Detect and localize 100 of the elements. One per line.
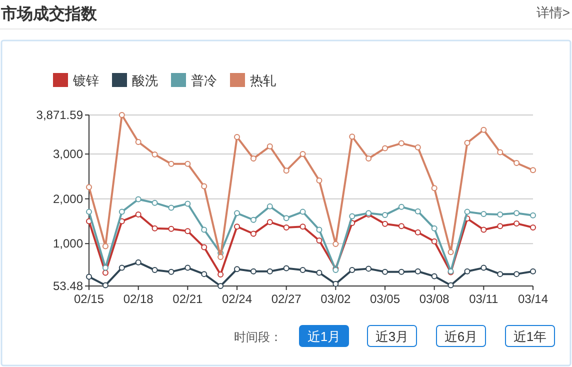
point — [497, 211, 504, 218]
x-tick-label: 02/18 — [123, 292, 154, 306]
point — [283, 265, 290, 272]
point — [218, 254, 224, 260]
point — [266, 143, 273, 150]
point — [530, 268, 536, 274]
point — [514, 160, 520, 166]
point — [86, 184, 92, 190]
point — [102, 270, 108, 276]
text: 时间段： — [234, 330, 282, 344]
point — [250, 216, 256, 223]
point — [530, 212, 536, 218]
point — [480, 264, 487, 271]
point — [464, 268, 470, 274]
title: 市场成交指数 — [1, 6, 97, 23]
point — [184, 200, 191, 207]
point — [431, 238, 438, 244]
point — [152, 225, 158, 232]
point — [234, 210, 240, 216]
point — [218, 272, 224, 278]
point — [480, 211, 487, 218]
point — [102, 243, 108, 250]
point — [283, 168, 290, 174]
x-tick-label: 03/05 — [370, 292, 400, 306]
point — [514, 210, 520, 216]
point — [118, 112, 125, 118]
point — [102, 282, 108, 288]
point — [283, 224, 290, 230]
point — [283, 215, 290, 222]
point — [201, 226, 208, 233]
point — [135, 259, 142, 266]
text: 详情> — [536, 5, 570, 20]
point — [497, 271, 504, 278]
y-tick-label: 2,000 — [52, 192, 84, 206]
point — [497, 223, 504, 230]
point — [152, 200, 158, 206]
point — [135, 196, 142, 202]
point — [184, 228, 191, 234]
point — [414, 208, 421, 214]
point — [349, 267, 356, 274]
point — [366, 266, 372, 272]
point — [382, 212, 388, 218]
point — [300, 208, 306, 215]
point — [168, 226, 174, 232]
point — [234, 266, 240, 272]
point — [464, 140, 470, 146]
point — [514, 271, 520, 278]
point — [201, 271, 208, 278]
point — [530, 224, 536, 230]
point — [300, 267, 306, 274]
point — [316, 270, 322, 276]
point — [398, 268, 404, 275]
point — [497, 149, 504, 156]
point — [266, 203, 273, 210]
x-tick-label: 03/08 — [419, 292, 450, 306]
text: 近6月 — [444, 329, 478, 344]
legend-label: 酸洗 — [132, 73, 158, 88]
point — [152, 267, 158, 274]
x-tick-label: 03/02 — [320, 292, 352, 306]
legend-label: 热轧 — [250, 73, 276, 88]
point — [86, 208, 92, 215]
point — [431, 185, 438, 192]
point — [414, 229, 421, 236]
legend-label: 普冷 — [191, 73, 217, 88]
point — [184, 160, 191, 167]
point — [300, 151, 306, 158]
point — [201, 244, 208, 250]
point — [448, 249, 454, 256]
point — [398, 223, 404, 230]
point — [332, 241, 339, 248]
point — [266, 268, 273, 274]
point — [168, 204, 174, 211]
text: 近3月 — [375, 329, 409, 344]
y-tick-label: 1,000 — [52, 236, 84, 251]
point — [234, 134, 240, 140]
point — [349, 213, 356, 220]
x-tick-label: 02/24 — [222, 292, 252, 306]
point — [168, 160, 174, 167]
y-tick-label: 3,871.59 — [36, 108, 84, 122]
point — [218, 283, 224, 289]
point — [118, 264, 125, 271]
point — [184, 264, 191, 271]
y-tick-label: 53.48 — [52, 279, 84, 293]
point — [464, 208, 470, 215]
point — [398, 204, 404, 210]
point — [349, 134, 356, 140]
x-tick-label: 03/14 — [518, 292, 548, 306]
x-tick-label: 02/15 — [74, 292, 104, 306]
x-tick-label: 02/27 — [271, 292, 302, 306]
point — [168, 268, 174, 275]
point — [316, 177, 322, 184]
point — [480, 226, 487, 233]
point — [250, 156, 256, 162]
point — [480, 126, 487, 133]
point — [234, 224, 240, 230]
point — [266, 219, 273, 226]
point — [382, 268, 388, 275]
point — [250, 268, 256, 274]
point — [201, 183, 208, 190]
x-tick-label: 02/21 — [172, 292, 204, 306]
